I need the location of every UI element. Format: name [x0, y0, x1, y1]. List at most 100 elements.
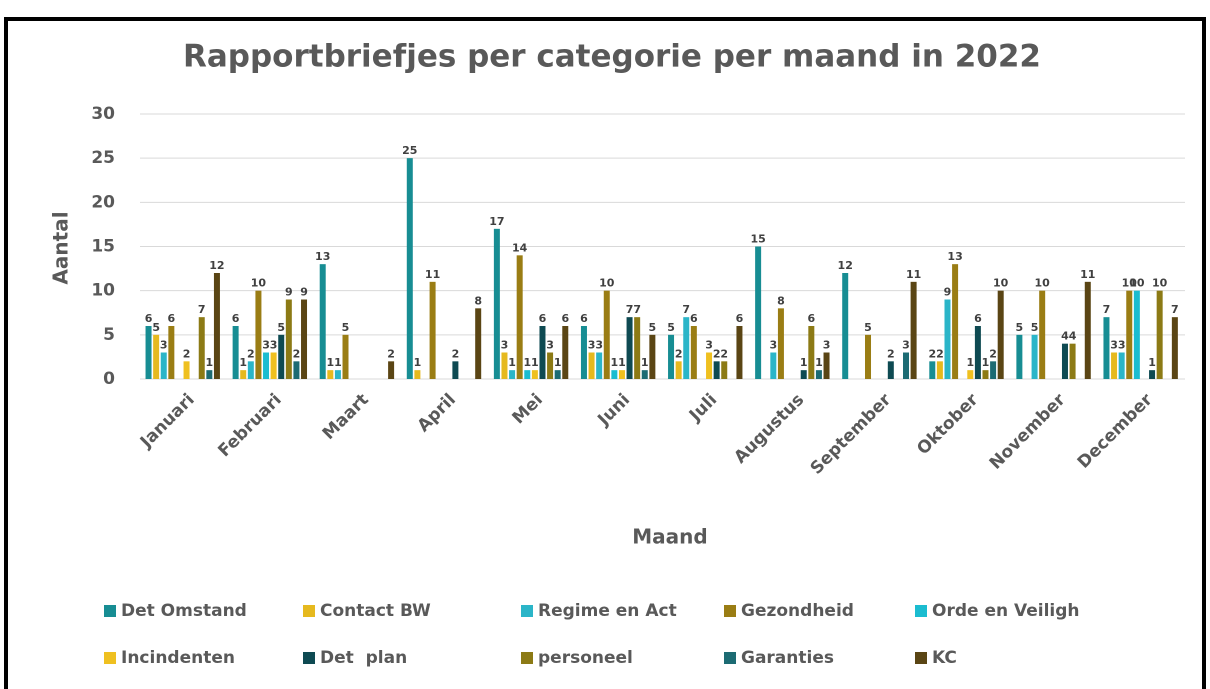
- value-label: 3: [1110, 339, 1118, 352]
- bar: [1039, 290, 1046, 379]
- bar: [823, 352, 830, 379]
- y-tick-label: 20: [91, 192, 115, 212]
- bar: [429, 281, 436, 379]
- value-label: 2: [936, 347, 944, 360]
- bar: [1171, 317, 1178, 379]
- value-label: 10: [251, 277, 267, 290]
- y-tick-label: 25: [91, 148, 115, 168]
- bar: [952, 264, 959, 379]
- value-label: 1: [554, 356, 562, 369]
- bar: [887, 361, 894, 379]
- value-label: 10: [599, 277, 615, 290]
- bar: [603, 290, 610, 379]
- bar: [1031, 334, 1038, 379]
- bar: [501, 352, 508, 379]
- chart-title: Rapportbriefjes per categorie per maand …: [183, 39, 1041, 75]
- value-label: 2: [675, 347, 683, 360]
- value-label: 1: [611, 356, 619, 369]
- value-label: 7: [626, 303, 634, 316]
- value-label: 1: [523, 356, 531, 369]
- bar: [842, 273, 849, 379]
- value-label: 7: [198, 303, 206, 316]
- legend-swatch: [915, 605, 927, 617]
- bar: [334, 370, 341, 379]
- bar: [982, 370, 989, 379]
- value-label: 15: [750, 233, 765, 246]
- value-label: 6: [690, 312, 698, 325]
- value-label: 8: [474, 294, 482, 307]
- legend-label: Det Omstand: [121, 601, 247, 621]
- bar: [990, 361, 997, 379]
- value-label: 10: [1129, 277, 1145, 290]
- y-tick-label: 10: [91, 281, 115, 301]
- value-label: 3: [595, 339, 603, 352]
- bar: [997, 290, 1004, 379]
- bar: [755, 246, 762, 379]
- value-label: 5: [1031, 321, 1039, 334]
- bar: [240, 370, 247, 379]
- bar: [649, 334, 656, 379]
- value-label: 6: [580, 312, 588, 325]
- bar: [1061, 343, 1068, 379]
- legend-swatch: [104, 605, 116, 617]
- bar: [668, 334, 675, 379]
- value-label: 1: [982, 356, 990, 369]
- value-label: 2: [887, 347, 895, 360]
- legend-swatch: [915, 652, 927, 664]
- x-axis-label: Maand: [632, 525, 707, 549]
- value-label: 10: [993, 277, 1009, 290]
- value-label: 3: [705, 339, 713, 352]
- value-label: 14: [512, 241, 528, 254]
- bar: [160, 352, 167, 379]
- value-label: 6: [974, 312, 982, 325]
- bar: [562, 326, 569, 379]
- value-label: 5: [864, 321, 872, 334]
- bar: [611, 370, 618, 379]
- bar: [626, 317, 633, 379]
- bar: [531, 370, 538, 379]
- bar: [1016, 334, 1023, 379]
- value-label: 3: [769, 339, 777, 352]
- value-label: 3: [160, 339, 168, 352]
- legend-label: Garanties: [741, 648, 834, 668]
- bar: [865, 334, 872, 379]
- value-label: 2: [928, 347, 936, 360]
- bar: [721, 361, 728, 379]
- bar: [1084, 281, 1091, 379]
- value-label: 1: [641, 356, 649, 369]
- value-label: 6: [807, 312, 815, 325]
- value-label: 2: [713, 347, 721, 360]
- value-label: 7: [633, 303, 641, 316]
- bar: [183, 361, 190, 379]
- bar: [524, 370, 531, 379]
- value-label: 5: [342, 321, 350, 334]
- bar: [596, 352, 603, 379]
- value-label: 2: [387, 347, 395, 360]
- value-label: 12: [209, 259, 224, 272]
- value-label: 6: [232, 312, 240, 325]
- value-label: 3: [1118, 339, 1126, 352]
- value-label: 1: [326, 356, 334, 369]
- value-label: 1: [531, 356, 539, 369]
- value-label: 1: [800, 356, 808, 369]
- legend-label: Gezondheid: [741, 601, 854, 621]
- value-label: 25: [402, 144, 417, 157]
- value-label: 1: [1148, 356, 1156, 369]
- value-label: 5: [1016, 321, 1024, 334]
- value-label: 5: [649, 321, 657, 334]
- bar: [929, 361, 936, 379]
- bar: [706, 352, 713, 379]
- legend-label: Incindenten: [121, 648, 235, 668]
- bar: [293, 361, 300, 379]
- bar: [1118, 352, 1125, 379]
- legend-label: Det plan: [320, 648, 407, 668]
- bar: [493, 228, 500, 379]
- value-label: 11: [1080, 268, 1095, 281]
- bar: [516, 255, 523, 379]
- value-label: 2: [720, 347, 728, 360]
- bar: [910, 281, 917, 379]
- value-label: 5: [667, 321, 675, 334]
- value-label: 6: [736, 312, 744, 325]
- bar: [342, 334, 349, 379]
